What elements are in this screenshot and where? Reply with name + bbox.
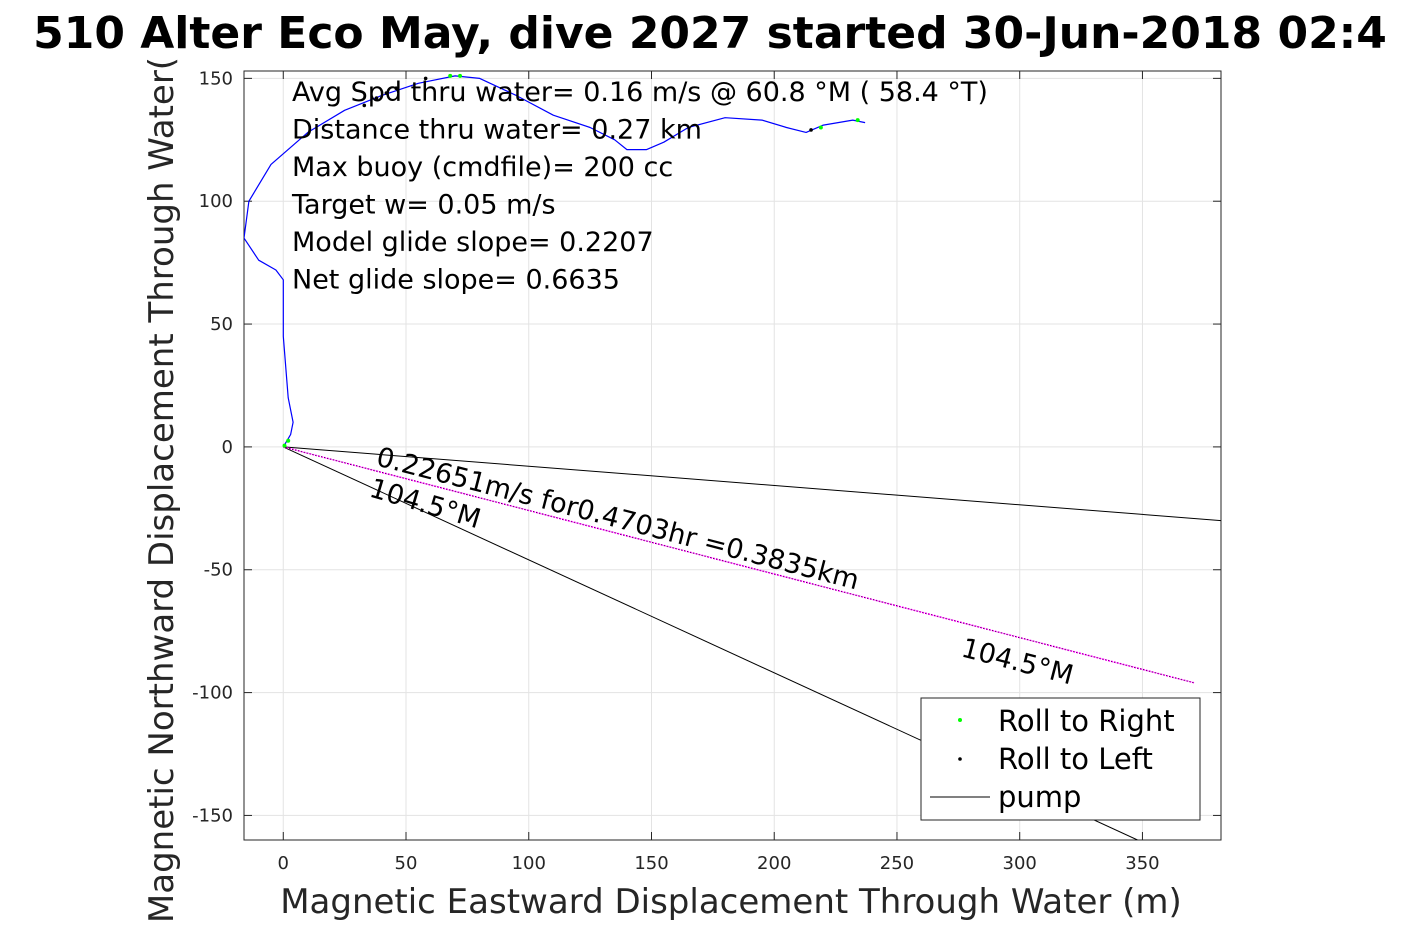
y-tick-label: 50: [210, 314, 233, 335]
y-tick-label: -150: [192, 805, 233, 826]
x-tick-label: 0: [278, 853, 289, 874]
stat-line: Avg Spd thru water= 0.16 m/s @ 60.8 °M (…: [292, 77, 988, 108]
legend-roll-right-label: Roll to Right: [998, 704, 1175, 738]
y-tick-label: -50: [204, 560, 233, 581]
legend: Roll to Right Roll to Left pump: [920, 697, 1201, 821]
plot-marks: [244, 73, 1221, 840]
x-tick-label: 150: [634, 853, 668, 874]
y-tick-label: -100: [192, 683, 233, 704]
stat-line: Model glide slope= 0.2207: [292, 227, 654, 258]
y-tick-label: 100: [199, 191, 233, 212]
stat-line: Distance thru water= 0.27 km: [292, 115, 702, 146]
roll-left-point: [362, 103, 367, 108]
glider-track: [244, 75, 866, 448]
chart-title: 510 Alter Eco May, dive 2027 started 30-…: [33, 8, 1387, 59]
roll-right-point: [282, 443, 287, 448]
y-tick-label: 150: [199, 68, 233, 89]
roll-right-point: [448, 73, 453, 78]
gridlines: [244, 71, 1221, 840]
heading-line: [283, 446, 1221, 522]
plot-area: [243, 70, 1222, 841]
legend-box: [920, 697, 1201, 821]
roll-left-point: [809, 128, 813, 132]
roll-left-point: [384, 91, 389, 95]
roll-left-point: [394, 86, 398, 90]
y-axis-label: Magnetic Northward Displacement Through …: [142, 57, 182, 923]
stats-block: Avg Spd thru water= 0.16 m/s @ 60.8 °M (…: [291, 77, 988, 296]
x-tick-label: 250: [880, 853, 914, 874]
roll-left-point: [423, 76, 428, 81]
legend-roll-left-marker: [958, 757, 962, 761]
roll-right-point: [855, 118, 860, 123]
legend-roll-left-label: Roll to Left: [998, 742, 1153, 776]
stat-line: Target w= 0.05 m/s: [291, 190, 556, 221]
x-axis-label: Magnetic Eastward Displacement Through W…: [280, 882, 1182, 922]
y-tick-label: 0: [222, 437, 233, 458]
heading-annotation-far: 104.5°M: [958, 633, 1076, 692]
legend-roll-right-marker: [958, 718, 962, 722]
x-tick-label: 50: [395, 853, 418, 874]
legend-pump-label: pump: [998, 780, 1081, 814]
x-tick-label: 200: [757, 853, 791, 874]
x-tick-label: 350: [1125, 853, 1159, 874]
axis-ticks: 0 50 100 150 200 250 300 350 -150 -100 -50 0 50 100 15…: [192, 68, 1221, 874]
stat-line: Net glide slope= 0.6635: [292, 265, 620, 296]
roll-right-point: [286, 438, 291, 443]
current-vector-overlay: [283, 446, 1195, 684]
roll-right-point: [818, 125, 823, 130]
x-tick-label: 300: [1003, 853, 1037, 874]
stat-line: Max buoy (cmdfile)= 200 cc: [292, 152, 673, 183]
roll-right-point: [458, 73, 463, 78]
roll-left-point: [374, 96, 379, 100]
x-tick-label: 100: [512, 853, 546, 874]
